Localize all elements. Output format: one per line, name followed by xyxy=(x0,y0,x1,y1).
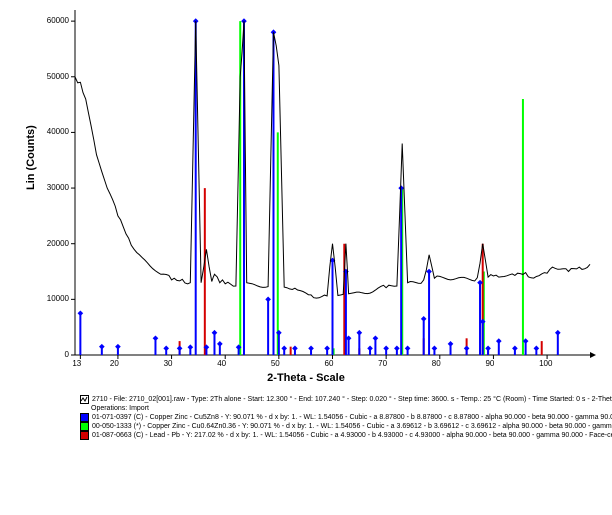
x-axis-label: 2-Theta - Scale xyxy=(0,372,612,384)
legend-text: 01-087-0663 (C) - Lead - Pb - Y: 217.02 … xyxy=(92,431,612,440)
legend-swatch xyxy=(80,395,89,404)
x-tick-label: 13 xyxy=(72,359,81,368)
x-tick-label: 20 xyxy=(110,359,119,368)
x-tick-label: 80 xyxy=(432,359,441,368)
legend: 2710 - File: 2710_02[001].raw - Type: 2T… xyxy=(80,395,612,440)
y-tick-label: 10000 xyxy=(29,294,69,303)
chart-container: { "chart": { "type": "xrd-diffraction-pa… xyxy=(0,0,612,515)
x-tick-label: 70 xyxy=(378,359,387,368)
y-tick-label: 60000 xyxy=(29,16,69,25)
legend-row: 01-071-0397 (C) - Copper Zinc - Cu5Zn8 -… xyxy=(80,413,612,422)
legend-text: 2710 - File: 2710_02[001].raw - Type: 2T… xyxy=(92,395,612,404)
legend-text: 00-050-1333 (*) - Copper Zinc - Cu0.64Zn… xyxy=(92,422,612,431)
x-tick-label: 30 xyxy=(164,359,173,368)
x-tick-label: 50 xyxy=(271,359,280,368)
legend-text: Operations: Import xyxy=(91,404,149,413)
y-tick-label: 0 xyxy=(29,350,69,359)
legend-row: 2710 - File: 2710_02[001].raw - Type: 2T… xyxy=(80,395,612,404)
legend-swatch xyxy=(80,413,89,422)
y-tick-label: 50000 xyxy=(29,72,69,81)
y-tick-label: 30000 xyxy=(29,183,69,192)
legend-row: 00-050-1333 (*) - Copper Zinc - Cu0.64Zn… xyxy=(80,422,612,431)
legend-swatch xyxy=(80,431,89,440)
x-tick-label: 40 xyxy=(217,359,226,368)
x-tick-label: 60 xyxy=(325,359,334,368)
y-tick-label: 20000 xyxy=(29,239,69,248)
legend-row: Operations: Import xyxy=(80,404,612,413)
y-tick-label: 40000 xyxy=(29,127,69,136)
x-tick-label: 100 xyxy=(539,359,552,368)
legend-swatch xyxy=(80,422,89,431)
legend-row: 01-087-0663 (C) - Lead - Pb - Y: 217.02 … xyxy=(80,431,612,440)
x-tick-label: 90 xyxy=(485,359,494,368)
legend-text: 01-071-0397 (C) - Copper Zinc - Cu5Zn8 -… xyxy=(92,413,612,422)
